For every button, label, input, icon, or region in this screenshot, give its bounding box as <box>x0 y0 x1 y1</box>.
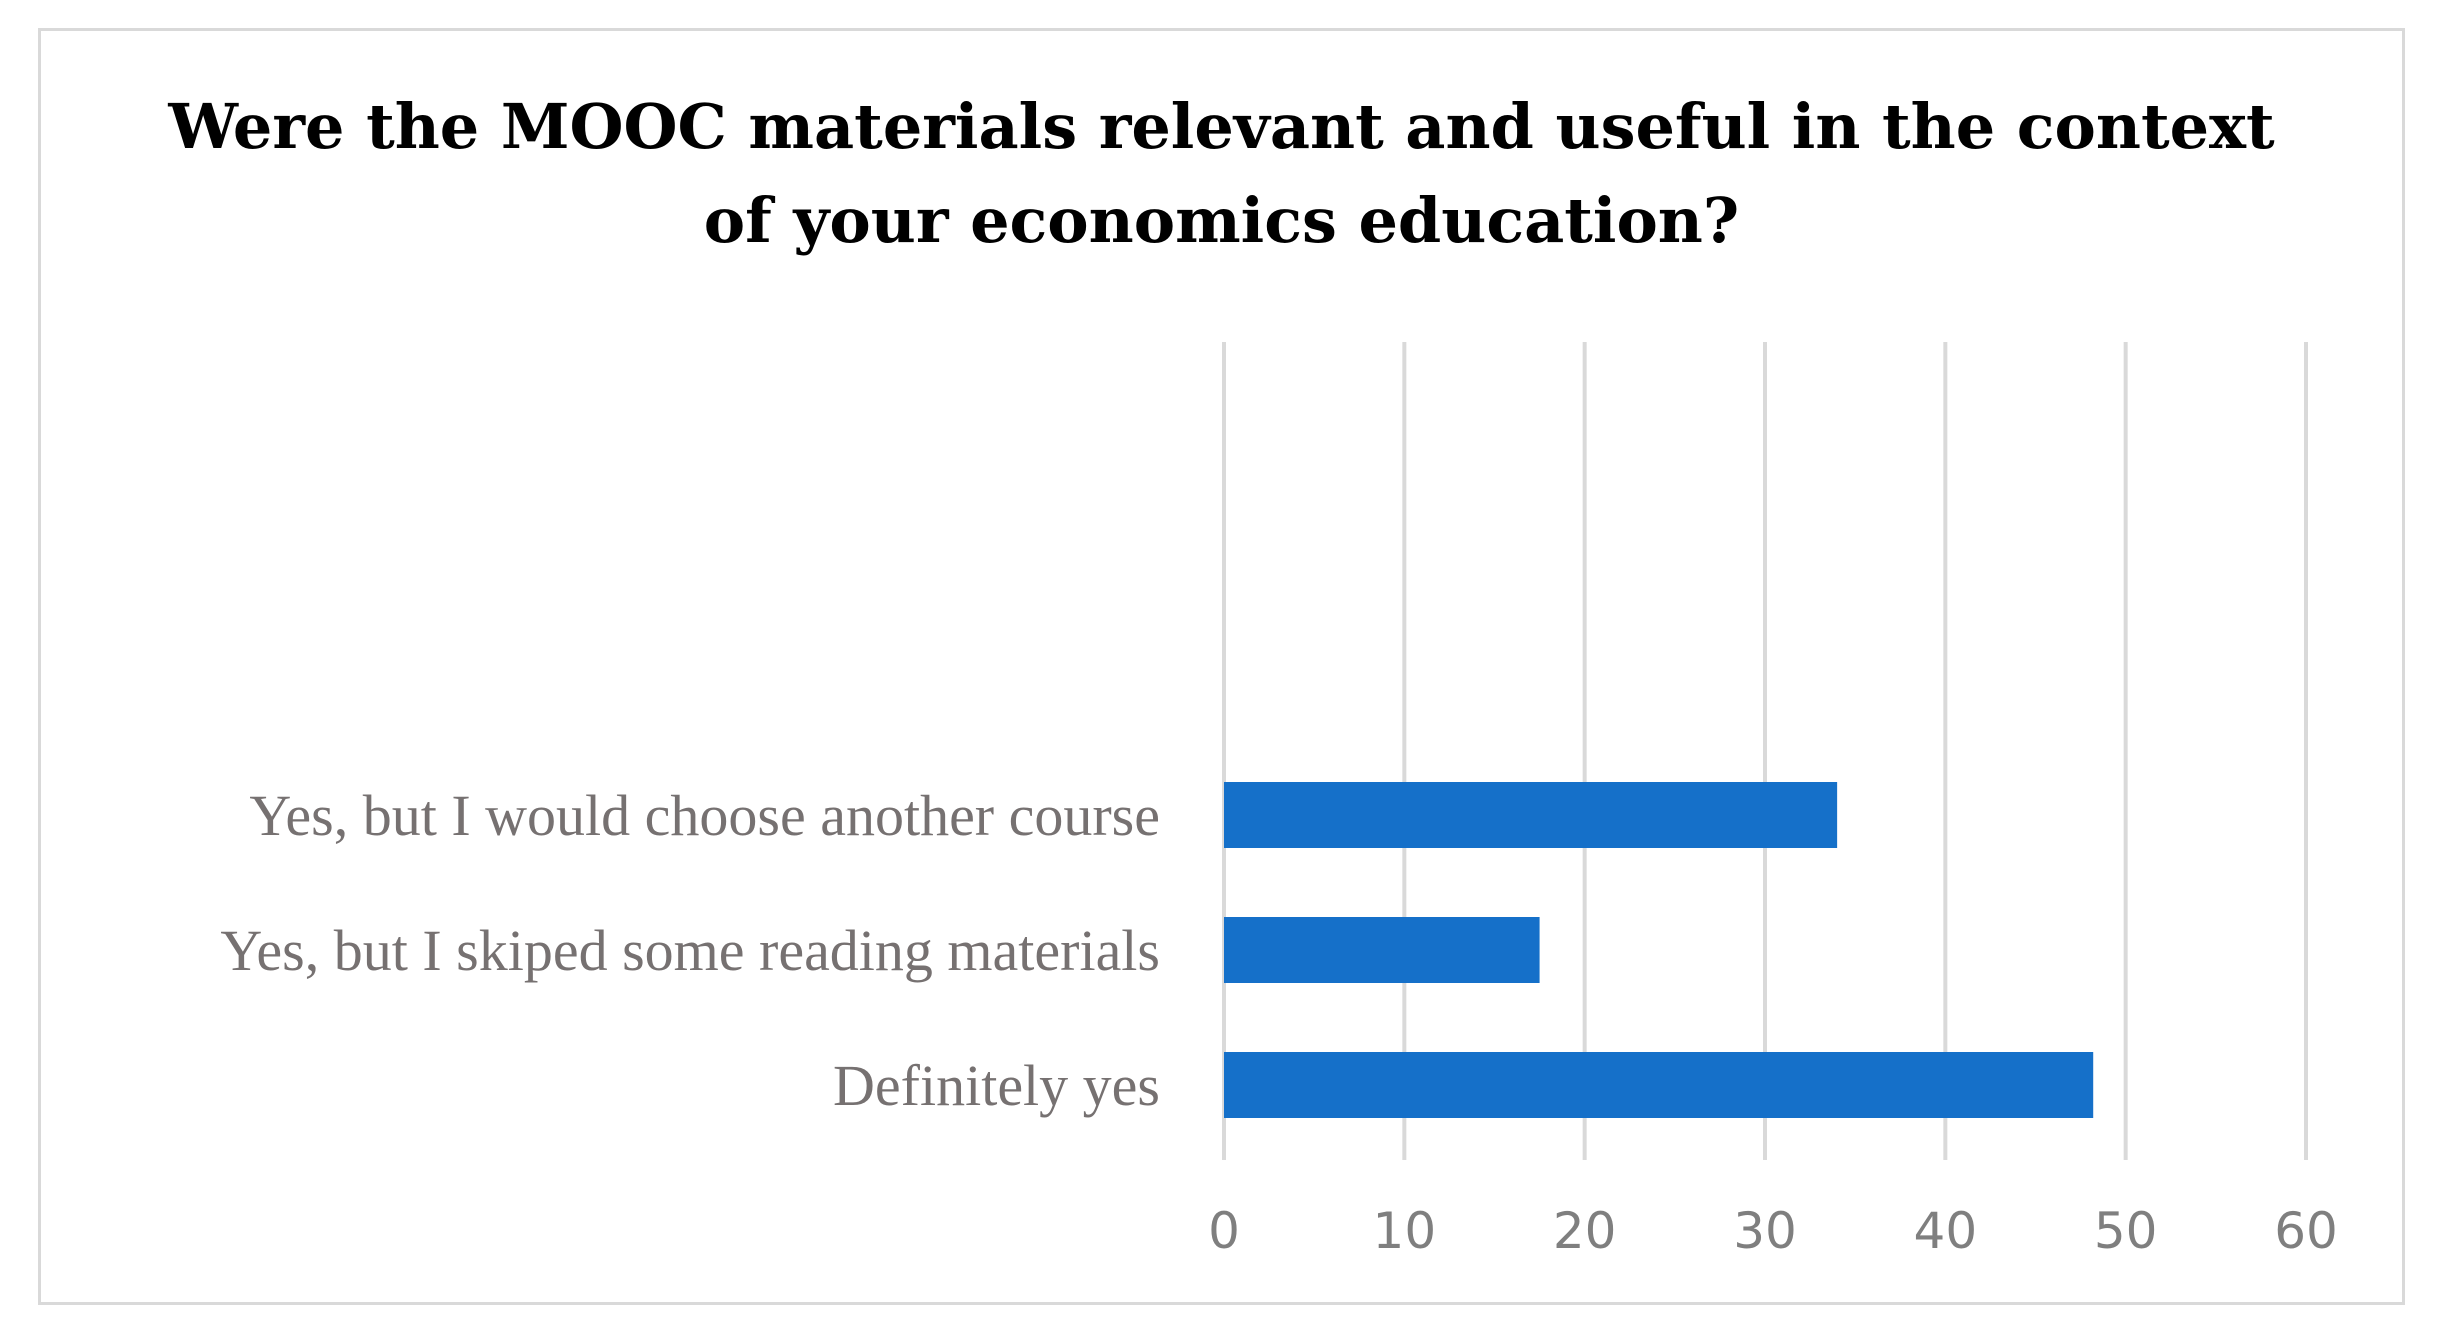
x-axis-tick-labels: 0 10 20 30 40 50 60 <box>1208 1202 2338 1260</box>
x-tick-label-0: 0 <box>1208 1202 1240 1260</box>
bar-2 <box>1224 917 1540 983</box>
x-tick-label-40: 40 <box>1914 1202 1978 1260</box>
bar-3 <box>1224 1052 2094 1118</box>
category-label-3: Definitely yes <box>833 1053 1160 1118</box>
x-tick-label-10: 10 <box>1373 1202 1437 1260</box>
chart-title-line-2: of your economics education? <box>703 184 1740 257</box>
category-label-2: Yes, but I skiped some reading materials <box>220 918 1160 983</box>
category-labels: Yes, but I would choose another course Ye… <box>220 783 1160 1118</box>
chart-title: Were the MOOC materials relevant and use… <box>38 80 2405 268</box>
x-tick-label-30: 30 <box>1733 1202 1797 1260</box>
gridlines <box>1222 342 2308 1160</box>
category-label-1: Yes, but I would choose another course <box>249 783 1160 848</box>
chart-title-line-1: Were the MOOC materials relevant and use… <box>168 90 2275 163</box>
bars <box>1224 782 2094 1118</box>
x-tick-label-20: 20 <box>1553 1202 1617 1260</box>
bar-1 <box>1224 782 1838 848</box>
x-tick-label-50: 50 <box>2094 1202 2158 1260</box>
x-tick-label-60: 60 <box>2274 1202 2338 1260</box>
